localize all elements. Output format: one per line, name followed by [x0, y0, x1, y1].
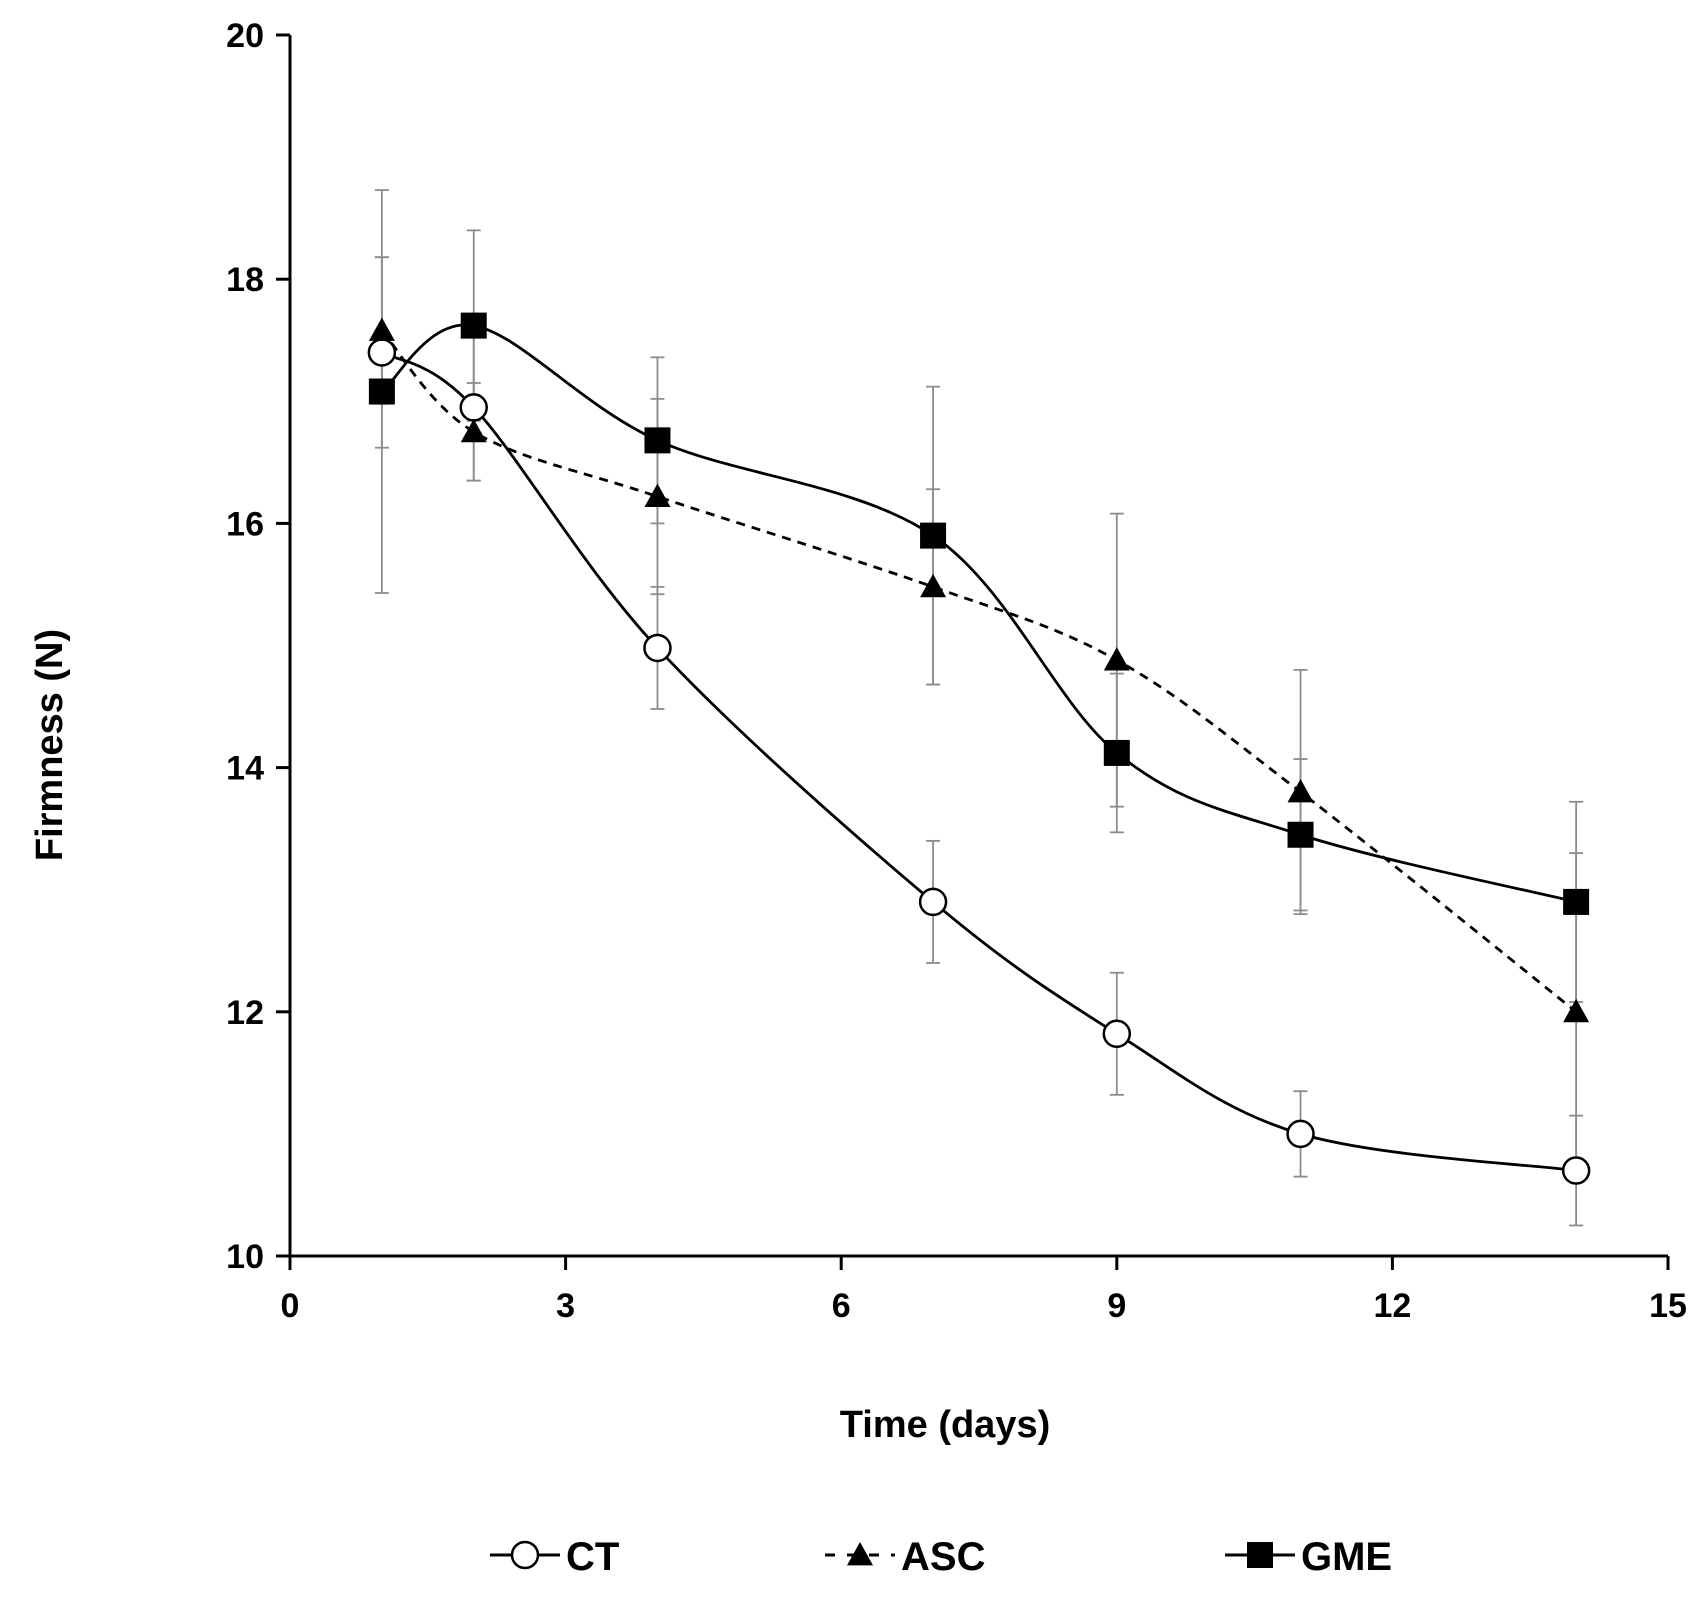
data-point-asc	[644, 483, 671, 507]
data-point-asc	[920, 573, 947, 598]
y-axis-title: Firmness (N)	[29, 629, 71, 861]
data-point-asc	[460, 418, 487, 443]
data-point-ct	[643, 633, 672, 663]
legend-label-asc: ASC	[901, 1535, 985, 1579]
data-point-asc	[1103, 647, 1130, 671]
data-point-ct	[1561, 1156, 1591, 1185]
y-tick-label: 16	[226, 505, 264, 543]
data-point-gme	[460, 312, 487, 339]
y-tick-label: 20	[226, 17, 264, 55]
legend-label-ct: CT	[566, 1535, 619, 1579]
data-point-gme	[368, 378, 395, 405]
series-markers	[367, 312, 1591, 1185]
tick-labels: 10 12 14 16 18 20 0 3 6 9 12 15	[226, 17, 1687, 1325]
data-point-gme	[1103, 739, 1130, 766]
y-tick-label: 14	[226, 750, 264, 788]
data-point-asc	[1287, 779, 1314, 803]
legend-item-gme: GME	[1225, 1535, 1392, 1579]
data-point-ct	[459, 393, 488, 422]
legend-marker-asc	[847, 1542, 873, 1566]
series-lines	[380, 323, 1578, 1172]
x-tick-label: 3	[556, 1287, 575, 1325]
error-bars	[374, 189, 1584, 1227]
series-line-ct	[381, 351, 1577, 1172]
data-point-ct	[918, 887, 948, 917]
legend-marker-ct	[510, 1540, 540, 1570]
data-point-ct	[367, 338, 397, 367]
axes	[276, 33, 1670, 1270]
data-point-gme	[644, 427, 671, 454]
x-axis-title: Time (days)	[840, 1404, 1050, 1446]
data-point-gme	[920, 522, 947, 549]
data-point-gme	[1563, 888, 1590, 915]
data-point-asc	[368, 317, 395, 341]
legend-item-ct: CT	[490, 1535, 619, 1579]
data-point-asc	[1563, 998, 1590, 1023]
series-line-asc	[380, 329, 1578, 1013]
y-tick-label: 18	[226, 261, 264, 299]
x-tick-label: 12	[1373, 1287, 1411, 1325]
data-point-ct	[1102, 1019, 1132, 1049]
x-tick-label: 15	[1649, 1287, 1687, 1325]
legend-item-asc: ASC	[825, 1535, 985, 1579]
legend: CT ASC GME	[490, 1535, 1392, 1579]
legend-marker-gme	[1247, 1542, 1273, 1568]
series-line-gme	[380, 323, 1577, 904]
x-tick-label: 6	[832, 1287, 851, 1325]
data-point-ct	[1286, 1119, 1315, 1149]
y-tick-label: 12	[226, 994, 264, 1032]
legend-label-gme: GME	[1301, 1535, 1392, 1579]
y-tick-label: 10	[226, 1238, 264, 1276]
x-tick-label: 9	[1107, 1287, 1126, 1325]
data-point-gme	[1287, 821, 1314, 848]
x-tick-label: 0	[281, 1287, 300, 1325]
